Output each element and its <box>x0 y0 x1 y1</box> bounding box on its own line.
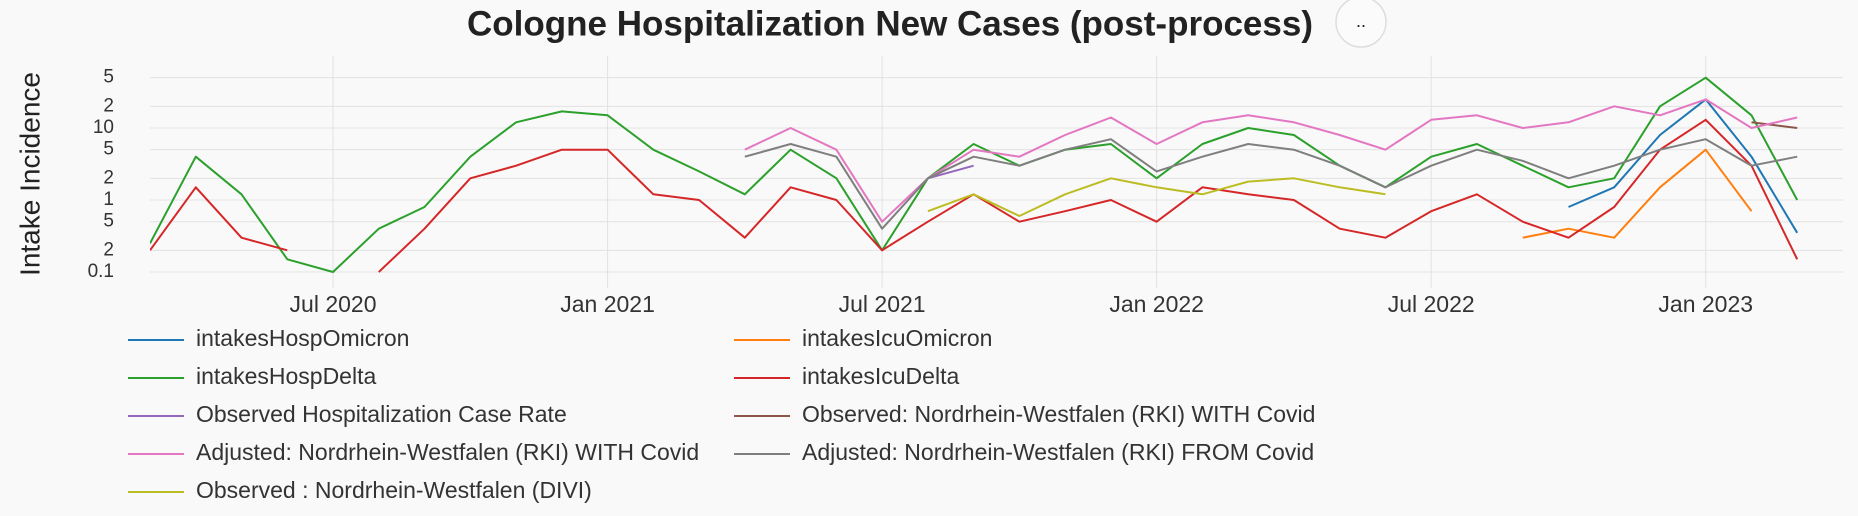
y-axis-label: Intake Incidence <box>14 72 45 276</box>
grid <box>150 56 1843 288</box>
data-line <box>744 98 1798 223</box>
legend-label: intakesHospDelta <box>196 363 376 389</box>
x-tick-label: Jan 2023 <box>1658 291 1753 317</box>
x-tick-label: Jul 2020 <box>290 291 377 317</box>
legend-label: intakesIcuOmicron <box>802 325 992 351</box>
menu-button-label[interactable]: .. <box>1356 11 1366 31</box>
data-line <box>1568 98 1799 234</box>
x-tick-label: Jul 2022 <box>1388 291 1475 317</box>
x-tick-label: Jul 2021 <box>839 291 926 317</box>
y-tick-label: 5 <box>103 211 114 232</box>
data-line <box>744 138 1798 230</box>
y-tick-label: 2 <box>103 239 114 260</box>
y-tick-label: 0.1 <box>88 261 114 282</box>
x-tick-label: Jan 2021 <box>560 291 655 317</box>
menu-button[interactable] <box>1335 0 1387 48</box>
legend-label: Adjusted: Nordrhein-Westfalen (RKI) WITH… <box>196 439 699 465</box>
data-line <box>927 177 1386 217</box>
data-line <box>150 76 1799 273</box>
data-line <box>1522 148 1753 239</box>
y-tick-label: 2 <box>103 167 114 188</box>
data-line <box>927 164 974 180</box>
chart-title: Cologne Hospitalization New Cases (post-… <box>467 4 1313 43</box>
x-tick-label: Jan 2022 <box>1109 291 1204 317</box>
legend-label: intakesIcuDelta <box>802 363 959 389</box>
legend-label: Observed: Nordrhein-Westfalen (RKI) WITH… <box>802 401 1315 427</box>
y-tick-label: 5 <box>103 67 114 88</box>
data-line <box>150 118 1799 273</box>
y-tick-label: 10 <box>93 117 114 138</box>
plot-area <box>150 76 1799 273</box>
data-line <box>1751 121 1798 129</box>
legend-label: intakesHospOmicron <box>196 325 409 351</box>
y-tick-label: 2 <box>103 95 114 116</box>
legend-label: Observed : Nordrhein-Westfalen (DIVI) <box>196 477 592 503</box>
legend-label: Observed Hospitalization Case Rate <box>196 401 567 427</box>
y-tick-label: 1 <box>103 189 114 210</box>
legend-label: Adjusted: Nordrhein-Westfalen (RKI) FROM… <box>802 439 1314 465</box>
y-tick-label: 5 <box>103 139 114 160</box>
